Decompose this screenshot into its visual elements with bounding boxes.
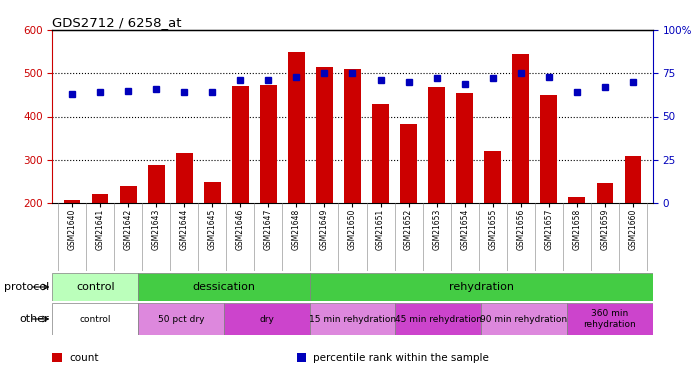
Bar [52, 303, 138, 335]
Bar [52, 273, 138, 301]
Text: protocol: protocol [3, 282, 49, 292]
Bar [568, 196, 586, 203]
Bar [176, 153, 193, 203]
Text: 90 min rehydration: 90 min rehydration [480, 315, 567, 324]
Bar [310, 303, 395, 335]
Bar [224, 303, 310, 335]
Text: control: control [80, 315, 111, 324]
Bar [481, 303, 567, 335]
Bar [512, 54, 529, 203]
Bar [232, 86, 248, 203]
Text: count: count [69, 352, 98, 363]
Bar [64, 200, 80, 203]
Bar [429, 87, 445, 203]
Text: 45 min rehydration: 45 min rehydration [395, 315, 482, 324]
Bar [138, 303, 224, 335]
Text: percentile rank within the sample: percentile rank within the sample [313, 352, 489, 363]
Bar [260, 86, 276, 203]
Bar [597, 183, 614, 203]
Text: dry: dry [259, 315, 274, 324]
Bar [625, 156, 641, 203]
Bar [204, 182, 221, 203]
Bar [288, 52, 305, 203]
Text: 360 min
rehydration: 360 min rehydration [584, 309, 636, 329]
Bar [344, 69, 361, 203]
Bar [310, 273, 653, 301]
Text: 50 pct dry: 50 pct dry [158, 315, 205, 324]
Bar [400, 124, 417, 203]
Bar [148, 165, 165, 203]
Bar [567, 303, 653, 335]
Bar [456, 93, 473, 203]
Bar [119, 186, 137, 203]
Bar [316, 67, 333, 203]
Bar [540, 95, 557, 203]
Text: other: other [19, 314, 49, 324]
Text: GDS2712 / 6258_at: GDS2712 / 6258_at [52, 16, 182, 29]
Bar [91, 194, 108, 203]
Text: dessication: dessication [193, 282, 255, 292]
Bar [395, 303, 481, 335]
Bar [372, 104, 389, 203]
Text: 15 min rehydration: 15 min rehydration [309, 315, 396, 324]
Bar [138, 273, 310, 301]
Text: rehydration: rehydration [449, 282, 514, 292]
Bar [484, 151, 501, 203]
Text: control: control [76, 282, 114, 292]
